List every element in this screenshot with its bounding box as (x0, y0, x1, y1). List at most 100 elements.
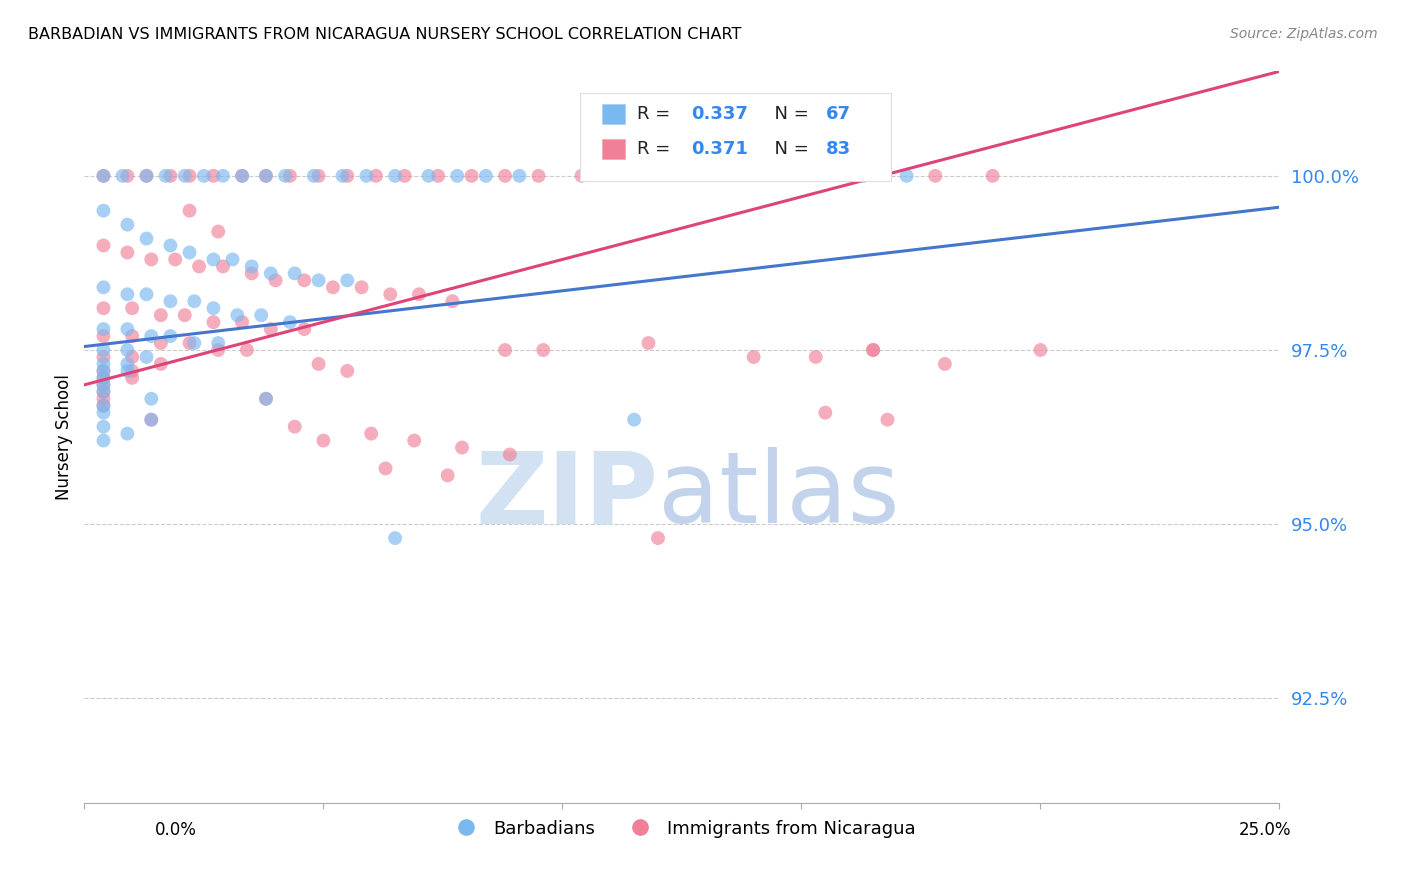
Point (117, 218, 139, 232)
Point (852, 169, 875, 183)
Point (117, 245, 139, 260)
Point (179, 203, 201, 218)
Point (149, 357, 172, 371)
Point (284, 419, 307, 434)
Point (121, 371, 143, 385)
Point (934, 357, 956, 371)
Point (207, 343, 229, 357)
Point (404, 434, 426, 448)
Point (394, 169, 416, 183)
Point (135, 350, 157, 364)
Point (141, 329, 163, 343)
Point (93, 434, 115, 448)
Point (364, 169, 387, 183)
Point (179, 336, 201, 351)
Point (240, 260, 263, 274)
Point (441, 294, 464, 309)
Text: N =: N = (762, 104, 814, 123)
Point (135, 169, 157, 183)
Point (93, 169, 115, 183)
Point (1029, 343, 1052, 357)
Point (93, 406, 115, 420)
Point (384, 531, 406, 545)
Point (508, 169, 530, 183)
Point (254, 392, 277, 406)
Point (292, 273, 315, 287)
Point (322, 280, 344, 294)
Point (460, 169, 482, 183)
Point (308, 273, 330, 287)
Point (207, 225, 229, 239)
Point (207, 336, 229, 351)
Point (93, 371, 115, 385)
Point (117, 364, 139, 378)
Point (117, 322, 139, 336)
Point (202, 315, 225, 329)
Point (117, 357, 139, 371)
Point (336, 273, 359, 287)
Point (637, 336, 659, 351)
Point (93, 399, 115, 413)
Point (93, 322, 115, 336)
Point (254, 392, 277, 406)
Point (141, 412, 163, 426)
Text: 83: 83 (827, 140, 851, 158)
Text: 0.371: 0.371 (690, 140, 748, 158)
Point (93, 238, 115, 252)
Point (183, 336, 205, 351)
Point (278, 315, 301, 329)
Point (165, 252, 187, 267)
Point (862, 343, 884, 357)
Point (135, 287, 157, 301)
FancyBboxPatch shape (602, 138, 626, 159)
Y-axis label: Nursery School: Nursery School (55, 374, 73, 500)
Point (260, 322, 283, 336)
Point (117, 169, 139, 183)
Point (292, 322, 315, 336)
Text: BARBADIAN VS IMMIGRANTS FROM NICARAGUA NURSERY SCHOOL CORRELATION CHART: BARBADIAN VS IMMIGRANTS FROM NICARAGUA N… (28, 27, 741, 42)
Point (93, 371, 115, 385)
Point (356, 169, 378, 183)
Text: 25.0%: 25.0% (1239, 821, 1292, 838)
Point (93, 203, 115, 218)
Point (647, 531, 669, 545)
Point (475, 169, 498, 183)
Legend: Barbadians, Immigrants from Nicaragua: Barbadians, Immigrants from Nicaragua (440, 813, 924, 845)
Text: Source: ZipAtlas.com: Source: ZipAtlas.com (1230, 27, 1378, 41)
Point (135, 169, 157, 183)
Point (173, 169, 195, 183)
Point (121, 301, 143, 316)
Point (446, 169, 468, 183)
Text: 67: 67 (827, 104, 851, 123)
Text: R =: R = (637, 140, 676, 158)
Point (896, 169, 918, 183)
Point (571, 169, 593, 183)
Point (188, 260, 211, 274)
Point (159, 238, 181, 252)
Point (221, 252, 243, 267)
Point (141, 252, 163, 267)
Point (876, 412, 898, 426)
Point (155, 169, 177, 183)
Text: N =: N = (762, 140, 814, 158)
Point (814, 406, 837, 420)
Point (193, 169, 215, 183)
Point (93, 329, 115, 343)
Point (202, 301, 225, 316)
Point (159, 329, 181, 343)
Point (93, 419, 115, 434)
Point (149, 336, 172, 351)
Text: R =: R = (637, 104, 676, 123)
Point (862, 343, 884, 357)
Point (527, 169, 550, 183)
Text: 0.337: 0.337 (690, 104, 748, 123)
Text: 0.0%: 0.0% (155, 821, 197, 838)
Point (408, 287, 430, 301)
Point (418, 169, 440, 183)
Point (135, 231, 157, 245)
Point (384, 169, 406, 183)
Point (350, 280, 373, 294)
Point (250, 308, 273, 322)
Point (93, 343, 115, 357)
Point (93, 384, 115, 399)
